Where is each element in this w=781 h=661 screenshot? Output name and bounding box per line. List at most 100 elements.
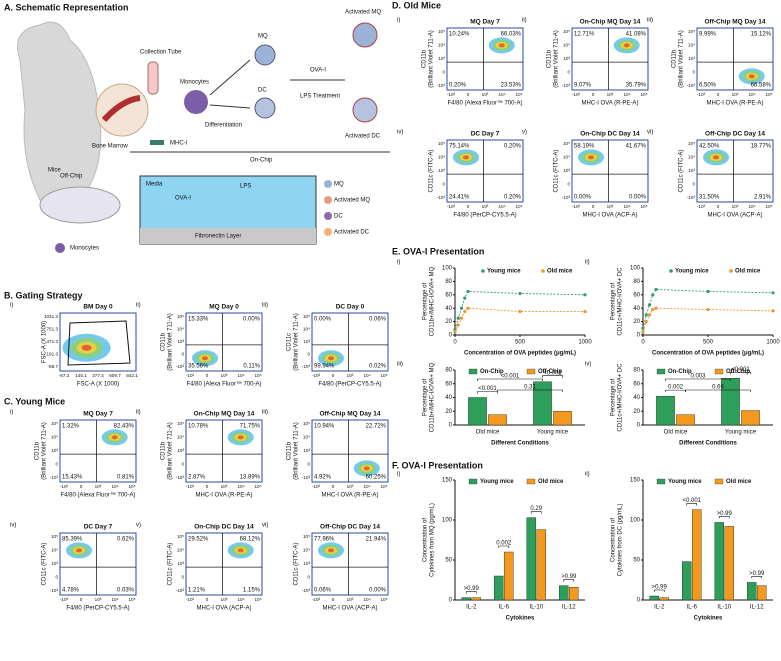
y-tick-label: 10³ bbox=[177, 561, 184, 566]
x-tick-label: -10³ bbox=[312, 373, 321, 378]
data-point bbox=[466, 289, 470, 294]
axis-title: (Brilliant Violet 711-A) bbox=[294, 422, 300, 479]
legend-swatch bbox=[526, 478, 536, 485]
bone-marrow bbox=[95, 83, 149, 137]
legend-icon bbox=[324, 228, 332, 236]
y-tick-label: 20 bbox=[633, 319, 640, 325]
quadrant-percent: 0.20% bbox=[449, 83, 467, 89]
data-point bbox=[654, 306, 658, 310]
quadrant-percent: 4.78% bbox=[62, 588, 80, 594]
y-tick-label: 10⁴ bbox=[438, 43, 445, 48]
axis-title: CD11c (FITC-A) bbox=[429, 150, 435, 193]
y-tick-label: 10³ bbox=[177, 339, 184, 344]
dish bbox=[39, 186, 121, 224]
quadrant-percent: 0.00% bbox=[629, 195, 647, 201]
bar bbox=[471, 597, 482, 601]
x-tick-label: 10³ bbox=[221, 373, 228, 378]
y-tick-label: -88.7 bbox=[48, 364, 59, 369]
cell-cluster bbox=[498, 43, 505, 48]
bar bbox=[553, 411, 572, 426]
annotation: <0.001 bbox=[501, 374, 520, 380]
quadrant-percent: 66.58% bbox=[751, 83, 772, 89]
bracket bbox=[530, 511, 542, 514]
x-tick-label: IL-10 bbox=[529, 605, 543, 611]
panel-index: iv) bbox=[397, 130, 403, 136]
x-tick-label: 10⁵ bbox=[254, 597, 261, 602]
quadrant-percent: 0.06% bbox=[369, 317, 387, 323]
data-point bbox=[771, 309, 775, 313]
y-tick-label: 10³ bbox=[303, 561, 310, 566]
y-tick-label: 40 bbox=[633, 395, 640, 401]
panel-index: ii) bbox=[585, 260, 590, 266]
bar bbox=[692, 509, 702, 601]
panel-index: iii) bbox=[262, 410, 268, 416]
y-tick-label: 0 bbox=[637, 598, 641, 604]
data-point bbox=[641, 326, 645, 330]
x-tick-label: -10³ bbox=[572, 204, 581, 209]
panel-index: ii) bbox=[522, 18, 527, 24]
y-tick-label: 10⁴ bbox=[177, 435, 184, 440]
x-tick-label: -10³ bbox=[186, 484, 195, 489]
y-tick-label: 150 bbox=[630, 478, 641, 484]
x-tick-label: 0 bbox=[592, 204, 595, 209]
bracket bbox=[477, 378, 543, 381]
plot-title: BM Day 0 bbox=[83, 304, 113, 311]
y-tick-label: 0 bbox=[692, 182, 695, 187]
y-tick-label: 60 bbox=[633, 381, 640, 387]
y-tick-label: 80 bbox=[445, 368, 452, 374]
annotation: <0.001 bbox=[478, 386, 497, 392]
panel-title: C. Young Mice bbox=[4, 396, 65, 406]
panel-index: ii) bbox=[136, 410, 141, 416]
panel-title: E. OVA-I Presentation bbox=[392, 246, 484, 256]
legend-swatch bbox=[656, 478, 666, 485]
y-tick-label: 40 bbox=[445, 395, 452, 401]
annotation: >0.99 bbox=[464, 586, 480, 592]
x-tick-label: 10³ bbox=[732, 204, 739, 209]
bar bbox=[746, 582, 757, 601]
axis-title: MHC-I OVA (R-PE-A) bbox=[196, 493, 253, 499]
x-tick-label: 10³ bbox=[347, 484, 354, 489]
quadrant-percent: 10.78% bbox=[188, 424, 209, 430]
plot-title: Off-Chip MQ Day 14 bbox=[319, 411, 380, 418]
bar bbox=[504, 551, 514, 601]
y-tick-label: 10⁵ bbox=[303, 421, 310, 426]
y-tick-label: 10³ bbox=[177, 448, 184, 453]
y-tick-label: 40 bbox=[633, 306, 640, 312]
y-tick-label: 10⁵ bbox=[51, 534, 58, 539]
legend-label: Activated DC bbox=[334, 230, 370, 236]
bracket bbox=[686, 503, 698, 506]
axis-title: F4/80 (PerCP-CY5.5-A) bbox=[318, 382, 381, 388]
quadrant-percent: 24.41% bbox=[449, 195, 470, 201]
legend-swatch bbox=[729, 269, 733, 273]
x-tick-label: 10⁵ bbox=[254, 373, 261, 378]
x-tick-label: 0 bbox=[641, 340, 645, 346]
y-tick-label: 50 bbox=[445, 558, 452, 564]
quadrant-percent: 29.52% bbox=[188, 537, 209, 543]
quadrant-percent: 35.79% bbox=[626, 83, 647, 89]
x-tick-label: -10³ bbox=[697, 92, 706, 97]
axis-title: Concentration of OVA peptides (μg/mL) bbox=[652, 351, 764, 357]
y-tick-label: 40 bbox=[445, 306, 452, 312]
y-tick-label: 100 bbox=[442, 266, 453, 272]
quadrant-percent: 0.62% bbox=[117, 537, 135, 543]
y-tick-label: 80 bbox=[445, 279, 452, 285]
cell-cluster bbox=[363, 466, 370, 471]
quadrant-percent: 22.72% bbox=[366, 424, 387, 430]
bracket bbox=[563, 579, 575, 582]
bracket bbox=[465, 591, 477, 594]
x-tick-label: 609.7 bbox=[109, 373, 121, 378]
axis-title: Different Conditions bbox=[679, 441, 737, 447]
axis-title: Concentration of bbox=[611, 518, 617, 562]
plot-title: Off-Chip DC Day 14 bbox=[320, 524, 380, 531]
bracket bbox=[718, 516, 730, 519]
axis-title: MHC-I OVA (R-PE-A) bbox=[582, 101, 639, 107]
plot-frame bbox=[59, 532, 137, 596]
y-tick-label: 20 bbox=[445, 409, 452, 415]
axis-title: F4/80 (PerCP-CY5.5-A) bbox=[66, 606, 129, 612]
x-tick-label: 0 bbox=[206, 597, 209, 602]
quadrant-percent: 18.77% bbox=[751, 144, 772, 150]
bar bbox=[526, 517, 536, 601]
monocyte bbox=[184, 90, 208, 114]
panel-index: iv) bbox=[10, 523, 16, 529]
label: MQ bbox=[258, 34, 268, 40]
